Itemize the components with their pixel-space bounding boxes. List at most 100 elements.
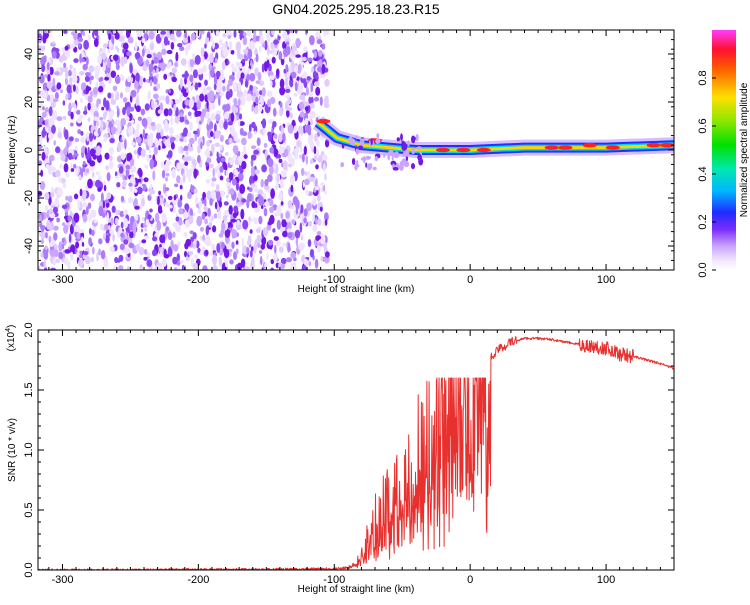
heatmap-noise-cell — [104, 223, 109, 231]
ridge-peak-cell — [316, 119, 331, 124]
heatmap-noise-cell — [110, 98, 117, 105]
heatmap-noise-cell — [116, 182, 121, 188]
heatmap-noise-cell — [239, 127, 244, 136]
heatmap-noise-cell — [74, 137, 80, 143]
heatmap-noise-cell — [107, 58, 111, 69]
heatmap-ridge-speckle — [411, 135, 416, 144]
heatmap-noise-cell — [229, 259, 234, 265]
heatmap-noise-cell — [83, 251, 89, 256]
heatmap-noise-cell — [295, 236, 299, 247]
heatmap-noise-cell — [246, 247, 250, 254]
heatmap-noise-cell — [183, 211, 189, 219]
heatmap-noise-cell — [140, 148, 146, 158]
heatmap-noise-cell — [58, 55, 64, 63]
heatmap-noise-cell — [157, 109, 163, 114]
heatmap-noise-cell — [39, 214, 42, 224]
heatmap-noise-cell — [226, 182, 232, 189]
heatmap-noise-cell — [206, 100, 209, 109]
heatmap-noise-cell — [97, 55, 102, 65]
heatmap-noise-cell — [102, 232, 106, 241]
heatmap-noise-cell — [87, 35, 91, 41]
heatmap-noise-cell — [156, 83, 161, 90]
heatmap-noise-cell — [166, 49, 173, 55]
heatmap-noise-cell — [169, 127, 174, 135]
heatmap-noise-cell — [102, 200, 106, 209]
heatmap-noise-cell — [300, 204, 304, 214]
heatmap-noise-cell — [110, 70, 117, 78]
heatmap-noise-cell — [204, 111, 211, 119]
heatmap-noise-cell — [285, 45, 291, 56]
heatmap-noise-cell — [60, 89, 63, 94]
heatmap-noise-cell — [52, 77, 56, 87]
heatmap-noise-cell — [82, 214, 88, 223]
heatmap-noise-cell — [169, 33, 175, 41]
heatmap-noise-cell — [274, 245, 277, 254]
heatmap-noise-cell — [219, 38, 223, 46]
heatmap-noise-cell — [84, 147, 88, 156]
heatmap-noise-cell — [125, 30, 131, 39]
heatmap-noise-cell — [73, 58, 79, 63]
heatmap-noise-cell — [68, 69, 72, 77]
heatmap-noise-cell — [93, 30, 99, 36]
heatmap-noise-cell — [305, 124, 312, 134]
snr-panel: -300 -200 -100 0 100 0.0 0.5 1.0 1.5 2.0 Height o… — [5, 322, 675, 595]
heatmap-noise-cell — [178, 217, 183, 226]
heatmap-noise-cell — [311, 66, 314, 73]
heatmap-noise-cell — [188, 98, 195, 109]
heatmap-noise-cell — [129, 231, 134, 239]
heatmap-noise-cell — [97, 186, 102, 192]
heatmap-noise-cell — [240, 72, 245, 79]
heatmap-noise-cell — [125, 116, 130, 122]
heatmap-noise-cell — [135, 72, 140, 83]
heatmap-noise-cell — [164, 229, 168, 240]
heatmap-noise-cell — [216, 151, 219, 159]
heatmap-noise-cell — [192, 232, 197, 240]
heatmap-noise-cell — [219, 175, 224, 181]
heatmap-noise-cell — [214, 58, 218, 63]
heatmap-noise-cell — [143, 256, 148, 261]
heatmap-noise-cell — [114, 175, 120, 180]
heatmap-noise-cell — [96, 100, 99, 108]
heatmap-noise-cell — [61, 237, 65, 244]
heatmap-noise-cell — [200, 47, 205, 57]
heatmap-noise-cell — [239, 30, 243, 41]
heatmap-noise-cell — [69, 76, 73, 86]
heatmap-noise-cell — [248, 187, 253, 193]
heatmap-noise-cell — [112, 30, 116, 34]
heatmap-noise-cell — [155, 73, 159, 78]
heatmap-noise-cell — [210, 112, 216, 121]
heatmap-ridge-speckle — [391, 155, 394, 161]
heatmap-noise-cell — [161, 48, 167, 56]
heatmap-noise-cell — [40, 169, 44, 177]
heatmap-noise-cell — [68, 215, 72, 223]
heatmap-noise-cell — [204, 43, 207, 49]
heatmap-noise-cell — [90, 108, 95, 115]
heatmap-noise-cell — [293, 92, 298, 97]
heatmap-ridge-speckle — [375, 138, 381, 144]
snr-frame — [37, 329, 675, 571]
heatmap-noise-cell — [110, 125, 116, 135]
heatmap-noise-cell — [108, 33, 112, 41]
heatmap-noise-cell — [316, 194, 321, 202]
heatmap-noise-cell — [113, 54, 119, 61]
heatmap-noise-cell — [320, 256, 324, 262]
heatmap-noise-cell — [192, 52, 196, 62]
heatmap-noise-cell — [88, 65, 95, 73]
heatmap-noise-cell — [192, 69, 198, 79]
heatmap-noise-cell — [114, 32, 120, 40]
heatmap-noise-cell — [238, 113, 243, 120]
heatmap-noise-cell — [279, 144, 283, 156]
heatmap-noise-cell — [92, 116, 99, 121]
heatmap-noise-cell — [188, 137, 195, 145]
heatmap-noise-cell — [203, 206, 208, 210]
heatmap-noise-cell — [239, 167, 244, 174]
heatmap-noise-cell — [198, 30, 205, 35]
heatmap-noise-cell — [214, 130, 221, 139]
heatmap-noise-cell — [304, 171, 308, 176]
heatmap-noise-cell — [120, 92, 123, 99]
heatmap-noise-cell — [113, 265, 117, 270]
heatmap-noise-cell — [221, 222, 226, 232]
heatmap-noise-cell — [233, 154, 238, 159]
heatmap-noise-cell — [313, 146, 317, 155]
